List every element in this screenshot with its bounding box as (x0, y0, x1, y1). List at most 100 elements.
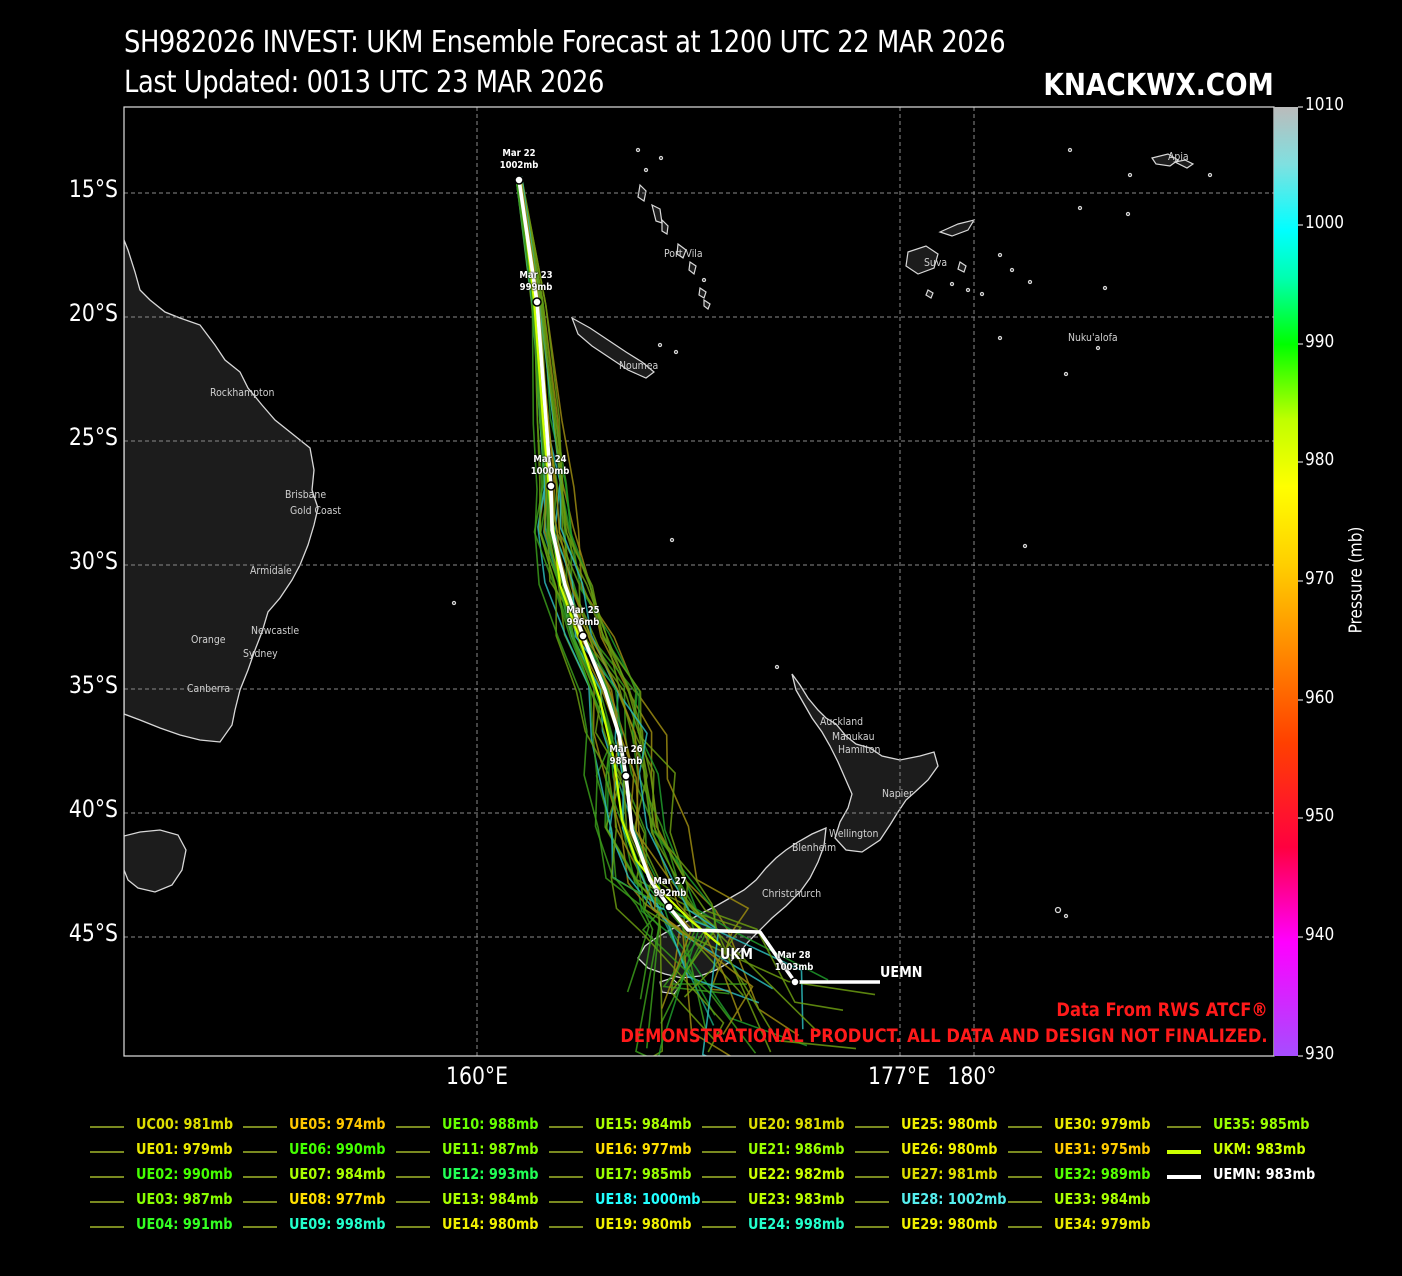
legend-swatch (549, 1126, 583, 1128)
ukm-end-label: UKM (720, 945, 753, 963)
place-label: Gold Coast (290, 504, 341, 517)
legend-swatch (1167, 1126, 1201, 1128)
legend-member-name: UE32 (1054, 1165, 1092, 1183)
legend-member-name: UE04 (136, 1215, 174, 1233)
legend-member-pressure: 979mb (182, 1140, 233, 1158)
track-point (790, 977, 800, 987)
place-label: Hamilton (838, 743, 881, 756)
ensemble-track-ue27 (520, 176, 844, 1011)
legend-member-pressure: 983mb (1255, 1140, 1306, 1158)
lon-label: 177°E (867, 1062, 931, 1090)
legend-member-pressure: 987mb (488, 1140, 539, 1158)
legend-member-pressure: 980mb (947, 1140, 998, 1158)
fiji-islands (905, 219, 976, 299)
track-date-marker: Mar 25 996mb (549, 605, 617, 629)
ensemble-track-ue21 (517, 176, 757, 1054)
legend-label: UE05: 974mb (289, 1115, 386, 1133)
legend-label: UEMN: 983mb (1213, 1165, 1316, 1183)
legend-member-pressure: 998mb (794, 1215, 845, 1233)
place-label: Blenheim (792, 841, 837, 854)
legend-member-pressure: 983mb (1265, 1165, 1316, 1183)
legend-swatch (702, 1126, 736, 1128)
legend-label: UE30: 979mb (1054, 1115, 1151, 1133)
marker-date: Mar 28 (777, 950, 811, 961)
legend-label: UE27: 981mb (901, 1165, 998, 1183)
legend-label: UE02: 990mb (136, 1165, 233, 1183)
legend-swatch (549, 1201, 583, 1203)
marker-pressure: 985mb (609, 756, 643, 767)
legend-swatch (90, 1151, 124, 1153)
legend-label: UE31: 975mb (1054, 1140, 1151, 1158)
colorbar-title: Pressure (mb) (1345, 526, 1367, 634)
legend-member-pressure: 1002mb (947, 1190, 1007, 1208)
colorbar-tick-label: 980 (1305, 449, 1335, 470)
legend-label: UE14: 980mb (442, 1215, 539, 1233)
lat-label: 35°S (68, 671, 118, 699)
data-source-credit: Data From RWS ATCF® (1056, 999, 1268, 1021)
legend-member-name: UE07 (289, 1165, 327, 1183)
disclaimer-text: DEMONSTRATIONAL PRODUCT. ALL DATA AND DE… (620, 1025, 1268, 1047)
chart-subtitle: Last Updated: 0013 UTC 23 MAR 2026 (124, 65, 604, 100)
legend-member-name: UE13 (442, 1190, 480, 1208)
legend-swatch (90, 1226, 124, 1228)
ensemble-track-ue35 (515, 182, 654, 1000)
place-label: Auckland (820, 715, 864, 728)
legend-swatch (549, 1226, 583, 1228)
legend-member-pressure: 977mb (641, 1140, 692, 1158)
legend-member-pressure: 981mb (794, 1115, 845, 1133)
legend-label: UE12: 993mb (442, 1165, 539, 1183)
marker-pressure: 999mb (519, 282, 553, 293)
colorbar-tick-label: 930 (1305, 1043, 1335, 1064)
legend-member-name: UE29 (901, 1215, 939, 1233)
legend-swatch (243, 1126, 277, 1128)
legend-member-pressure: 980mb (641, 1215, 692, 1233)
legend-swatch (90, 1126, 124, 1128)
legend-member-pressure: 984mb (488, 1190, 539, 1208)
legend-member-pressure: 988mb (488, 1115, 539, 1133)
lat-label: 25°S (68, 423, 118, 451)
legend-member-name: UE06 (289, 1140, 327, 1158)
legend-member-name: UE28 (901, 1190, 939, 1208)
legend-member-name: UE01 (136, 1140, 174, 1158)
track-point (664, 902, 674, 912)
legend-member-pressure: 975mb (1100, 1140, 1151, 1158)
legend-label: UE34: 979mb (1054, 1215, 1151, 1233)
legend-swatch (1167, 1150, 1201, 1154)
marker-date: Mar 25 (566, 605, 600, 616)
graticule (124, 107, 1274, 1056)
legend-label: UE03: 987mb (136, 1190, 233, 1208)
legend-member-pressure: 989mb (1100, 1165, 1151, 1183)
legend-swatch (855, 1226, 889, 1228)
legend-member-name: UE34 (1054, 1215, 1092, 1233)
legend-member-name: UE22 (748, 1165, 786, 1183)
legend-member-name: UE05 (289, 1115, 327, 1133)
legend-swatch (855, 1176, 889, 1178)
legend-member-pressure: 983mb (794, 1190, 845, 1208)
lon-label: 180° (947, 1062, 997, 1090)
ensemble-track-ue07 (515, 176, 662, 1056)
place-label: Nuku'alofa (1068, 331, 1118, 344)
legend-label: UE19: 980mb (595, 1215, 692, 1233)
legend-member-pressure: 979mb (1100, 1115, 1151, 1133)
legend-swatch (1008, 1176, 1042, 1178)
legend-member-name: UE09 (289, 1215, 327, 1233)
marker-date: Mar 26 (609, 744, 643, 755)
legend-label: UE10: 988mb (442, 1115, 539, 1133)
chart-title: SH982026 INVEST: UKM Ensemble Forecast a… (124, 25, 1006, 60)
legend-swatch (702, 1201, 736, 1203)
legend-member-pressure: 990mb (182, 1165, 233, 1183)
legend-swatch (396, 1126, 430, 1128)
legend-label: UE16: 977mb (595, 1140, 692, 1158)
legend-swatch (855, 1201, 889, 1203)
legend-member-pressure: 979mb (1100, 1215, 1151, 1233)
legend-member-name: UE35 (1213, 1115, 1251, 1133)
legend-member-pressure: 984mb (641, 1115, 692, 1133)
lat-label: 20°S (68, 299, 118, 327)
legend-member-pressure: 985mb (641, 1165, 692, 1183)
marker-pressure: 1000mb (530, 466, 570, 477)
track-date-marker: Mar 26 985mb (592, 744, 660, 768)
ukm-track (518, 179, 721, 946)
lat-label: 15°S (68, 175, 118, 203)
place-label: Orange (191, 633, 226, 646)
legend-swatch (243, 1176, 277, 1178)
